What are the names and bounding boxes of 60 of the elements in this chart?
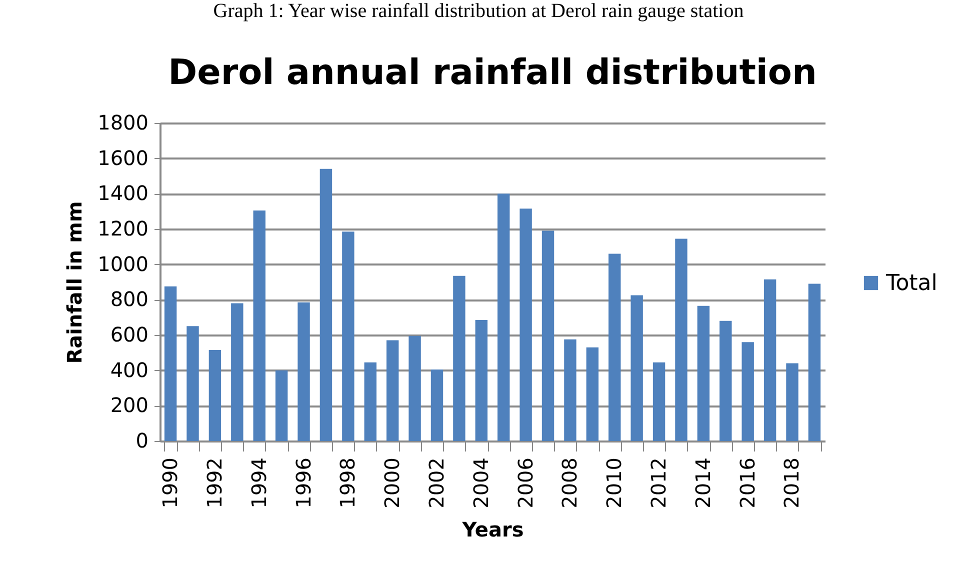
- bar: [320, 168, 332, 441]
- x-tick-label: 1994: [246, 458, 271, 508]
- x-tick-label: 2008: [558, 458, 582, 508]
- x-tick-label: 1998: [336, 458, 360, 508]
- bar: [386, 340, 399, 441]
- bar: [453, 276, 466, 441]
- x-tick-label: 2002: [424, 458, 448, 508]
- bar: [586, 347, 599, 441]
- bar: [208, 350, 222, 441]
- bar: [497, 194, 510, 441]
- bar: [630, 295, 643, 441]
- bar: [430, 369, 444, 441]
- x-tick-label: 1992: [202, 458, 226, 508]
- legend-label: Total: [885, 271, 938, 296]
- y-tick-label: 400: [110, 358, 148, 382]
- bar: [298, 302, 310, 441]
- bar: [742, 342, 754, 441]
- x-tick-label: 2018: [780, 458, 804, 508]
- y-axis-title: Rainfall in mm: [62, 201, 87, 364]
- bar: [186, 326, 199, 441]
- x-tick-label: 2016: [735, 458, 760, 508]
- bar: [231, 303, 244, 441]
- x-tick-label: 2010: [602, 458, 626, 508]
- bar: [608, 254, 621, 441]
- x-tick-label: 1990: [158, 458, 182, 508]
- bar: [764, 279, 776, 441]
- x-tick-label: 2012: [646, 458, 671, 508]
- bar: [164, 286, 177, 441]
- bar: [786, 363, 798, 441]
- bar: [408, 336, 421, 441]
- x-tick-label: 2006: [513, 458, 538, 508]
- x-tick-label: 1996: [291, 458, 316, 508]
- bar: [275, 370, 288, 441]
- y-tick-label: 1000: [98, 252, 148, 276]
- y-tick-label: 200: [110, 393, 148, 418]
- bar: [808, 284, 821, 441]
- y-tick-label: 800: [110, 287, 148, 312]
- y-tick-label: 0: [136, 428, 148, 452]
- y-tick-label: 600: [110, 322, 148, 346]
- bar: [520, 208, 532, 441]
- x-tick-label: 2004: [468, 458, 493, 508]
- bar: [697, 306, 710, 441]
- x-tick-label: 2000: [380, 458, 404, 508]
- bar: [342, 232, 354, 441]
- bar: [364, 362, 376, 441]
- y-tick-label: 1600: [98, 146, 148, 170]
- y-tick-label: 1800: [98, 110, 148, 134]
- chart-title: Derol annual rainfall distribution: [168, 53, 817, 93]
- bar: [564, 339, 576, 441]
- bar: [675, 238, 688, 441]
- x-axis-title: Years: [461, 517, 524, 542]
- caption: Graph 1: Year wise rainfall distribution at Derol rain gauge station: [212, 0, 745, 23]
- bar: [253, 210, 266, 441]
- y-tick-label: 1200: [98, 216, 148, 240]
- bar: [720, 320, 732, 441]
- y-tick-label: 1400: [98, 181, 148, 206]
- bar: [542, 230, 554, 441]
- bar: [475, 320, 488, 441]
- x-tick-label: 2014: [690, 458, 715, 508]
- bar: [652, 362, 666, 441]
